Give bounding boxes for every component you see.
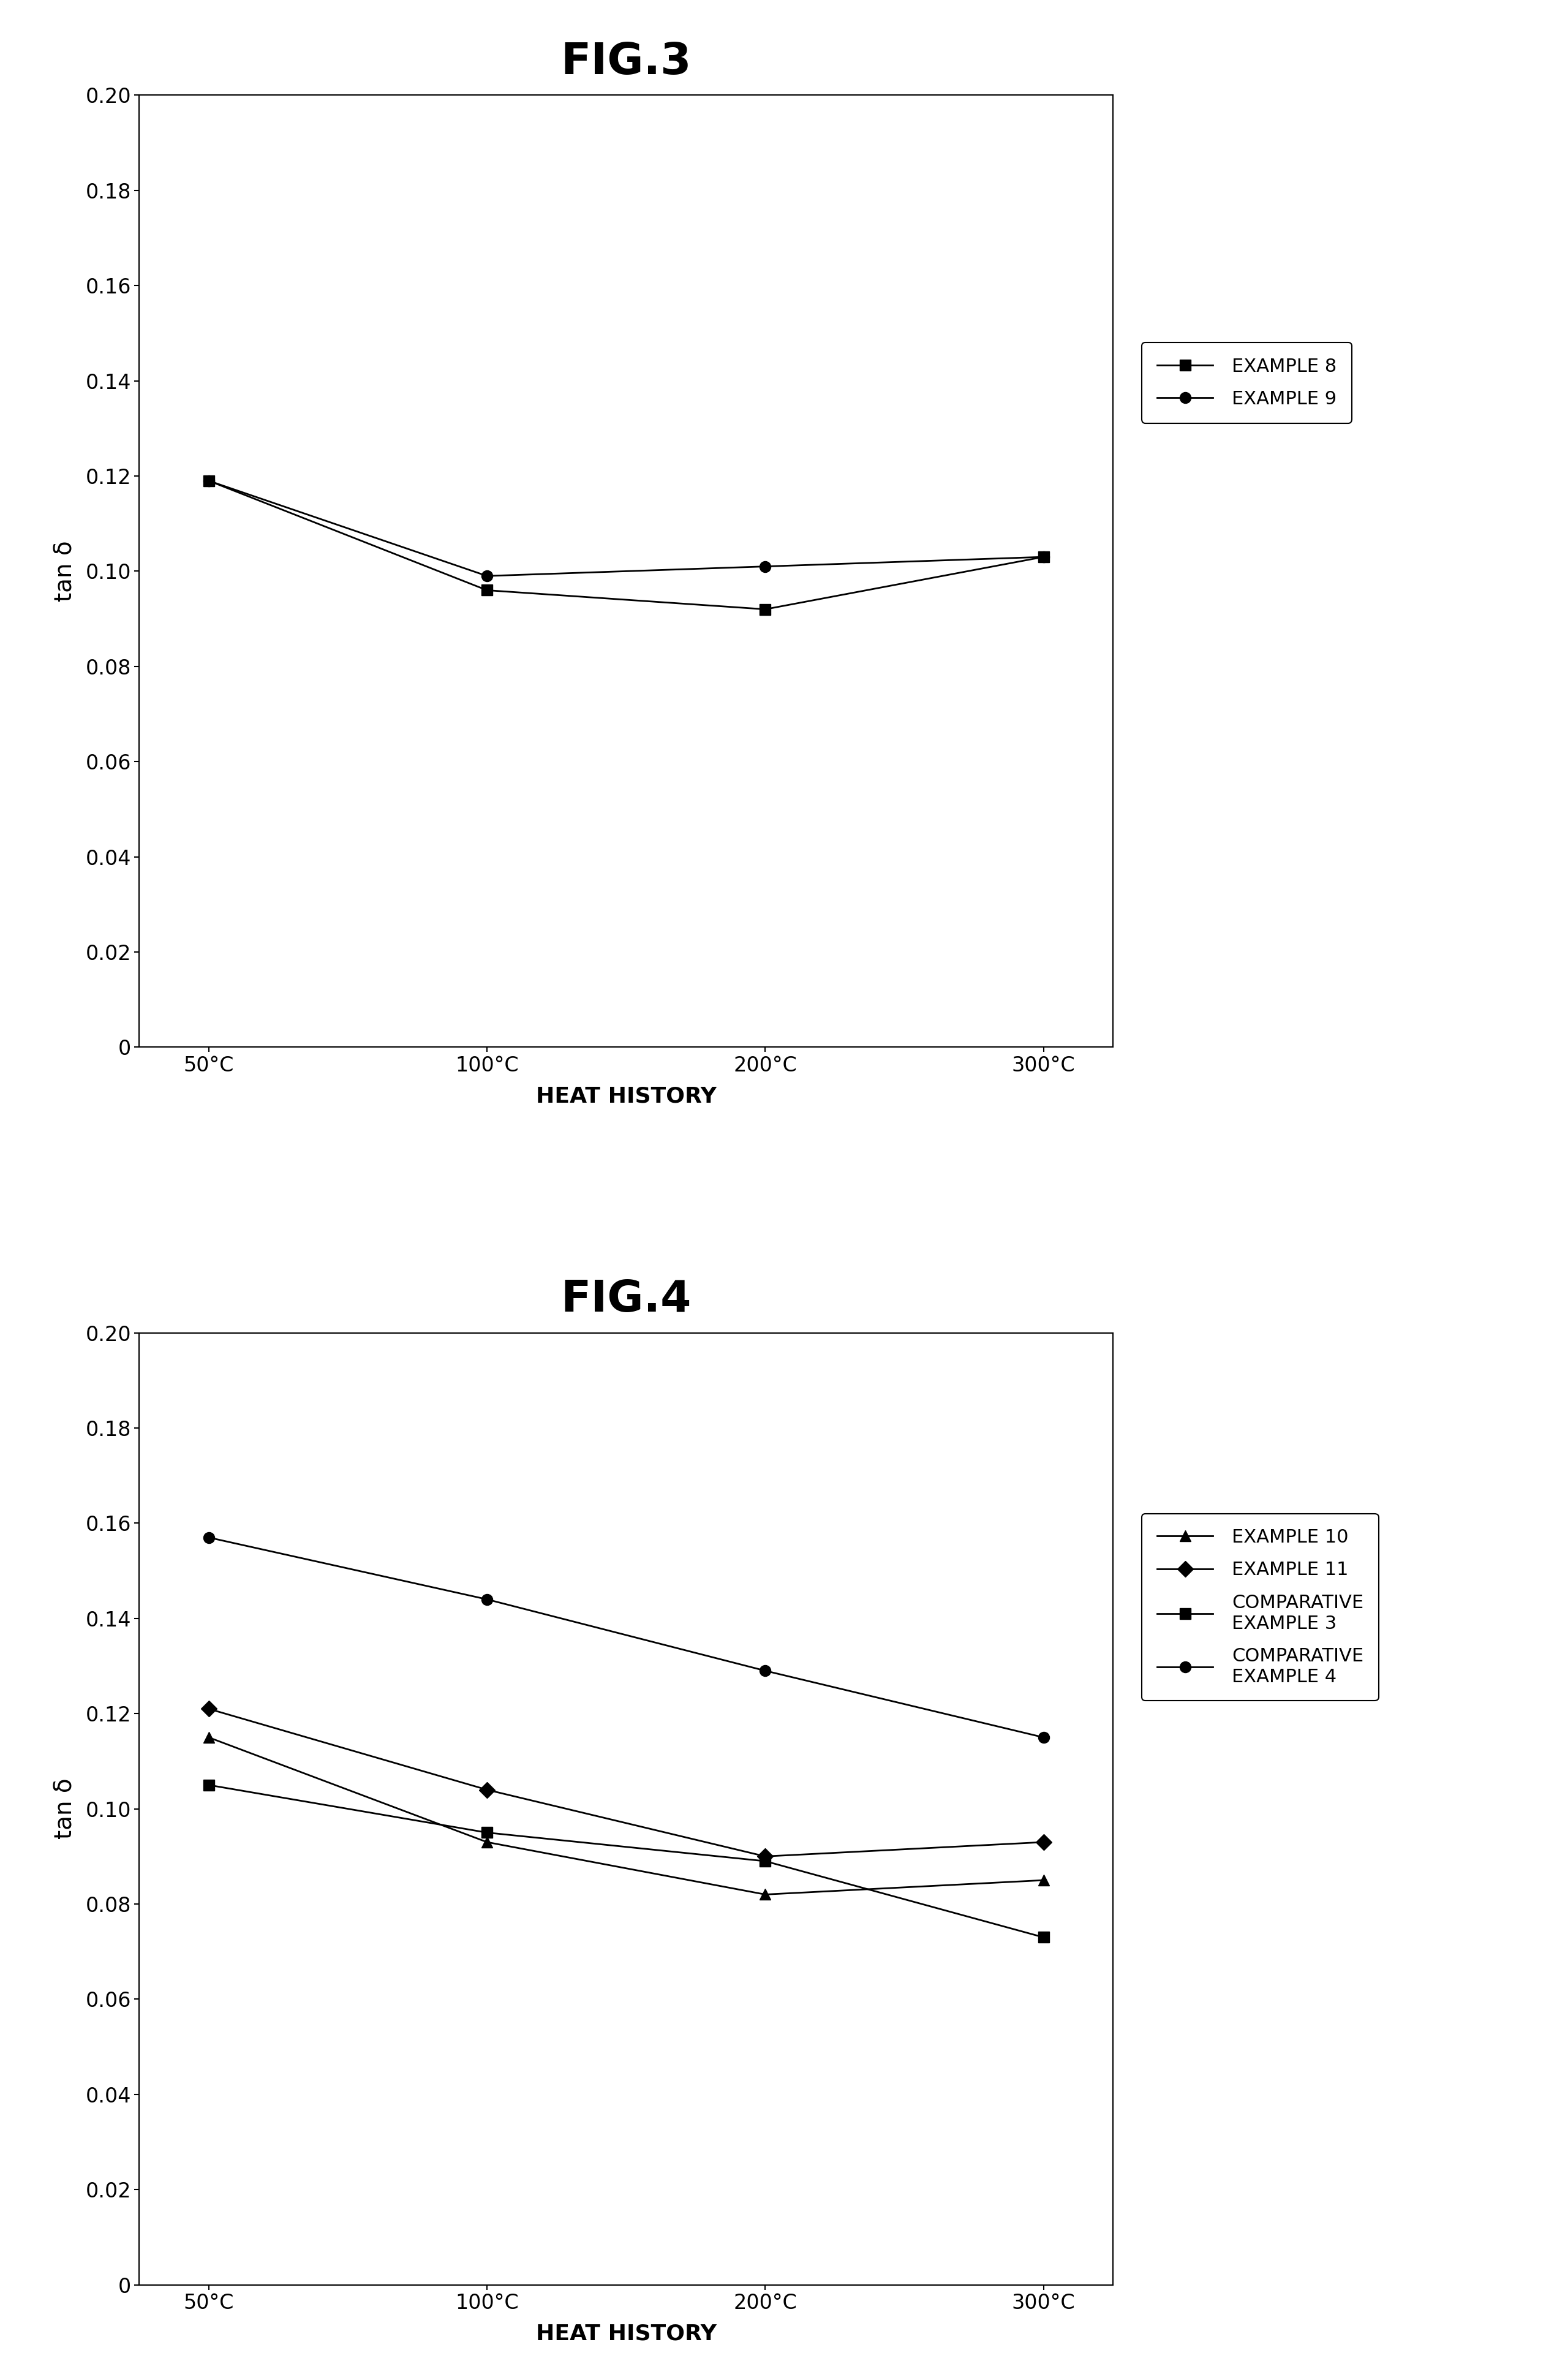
COMPARATIVE
EXAMPLE 3 [199, 1771, 218, 1799]
COMPARATIVE
EXAMPLE 4 [1034, 1723, 1053, 1752]
Title: FIG.4: FIG.4 [561, 1278, 691, 1321]
EXAMPLE 10 [199, 1723, 218, 1752]
EXAMPLE 9 [199, 466, 218, 495]
X-axis label: HEAT HISTORY: HEAT HISTORY [536, 1085, 716, 1107]
EXAMPLE 8 [199, 466, 218, 495]
EXAMPLE 11 [478, 1775, 496, 1804]
EXAMPLE 10 [756, 1880, 775, 1909]
Y-axis label: tan δ: tan δ [54, 1778, 77, 1840]
Line: EXAMPLE 10: EXAMPLE 10 [203, 1733, 1050, 1899]
COMPARATIVE
EXAMPLE 4 [478, 1585, 496, 1614]
EXAMPLE 11 [1034, 1828, 1053, 1856]
X-axis label: HEAT HISTORY: HEAT HISTORY [536, 2323, 716, 2344]
Title: FIG.3: FIG.3 [561, 40, 691, 83]
EXAMPLE 8 [1034, 543, 1053, 571]
COMPARATIVE
EXAMPLE 4 [199, 1523, 218, 1552]
EXAMPLE 8 [478, 576, 496, 605]
Line: EXAMPLE 11: EXAMPLE 11 [203, 1704, 1050, 1861]
Legend: EXAMPLE 10, EXAMPLE 11, COMPARATIVE
EXAMPLE 3, COMPARATIVE
EXAMPLE 4: EXAMPLE 10, EXAMPLE 11, COMPARATIVE EXAM… [1142, 1514, 1379, 1702]
EXAMPLE 11 [756, 1842, 775, 1871]
EXAMPLE 10 [1034, 1866, 1053, 1894]
EXAMPLE 9 [756, 552, 775, 581]
Line: COMPARATIVE
EXAMPLE 4: COMPARATIVE EXAMPLE 4 [203, 1533, 1050, 1742]
EXAMPLE 8 [756, 595, 775, 624]
Line: EXAMPLE 8: EXAMPLE 8 [203, 476, 1050, 614]
Y-axis label: tan δ: tan δ [54, 540, 77, 602]
COMPARATIVE
EXAMPLE 3 [756, 1847, 775, 1875]
Line: EXAMPLE 9: EXAMPLE 9 [203, 476, 1050, 581]
COMPARATIVE
EXAMPLE 3 [1034, 1923, 1053, 1952]
COMPARATIVE
EXAMPLE 3 [478, 1818, 496, 1847]
Line: COMPARATIVE
EXAMPLE 3: COMPARATIVE EXAMPLE 3 [203, 1780, 1050, 1942]
EXAMPLE 9 [1034, 543, 1053, 571]
Legend: EXAMPLE 8, EXAMPLE 9: EXAMPLE 8, EXAMPLE 9 [1142, 343, 1351, 424]
EXAMPLE 9 [478, 562, 496, 590]
EXAMPLE 10 [478, 1828, 496, 1856]
EXAMPLE 11 [199, 1695, 218, 1723]
COMPARATIVE
EXAMPLE 4 [756, 1656, 775, 1685]
